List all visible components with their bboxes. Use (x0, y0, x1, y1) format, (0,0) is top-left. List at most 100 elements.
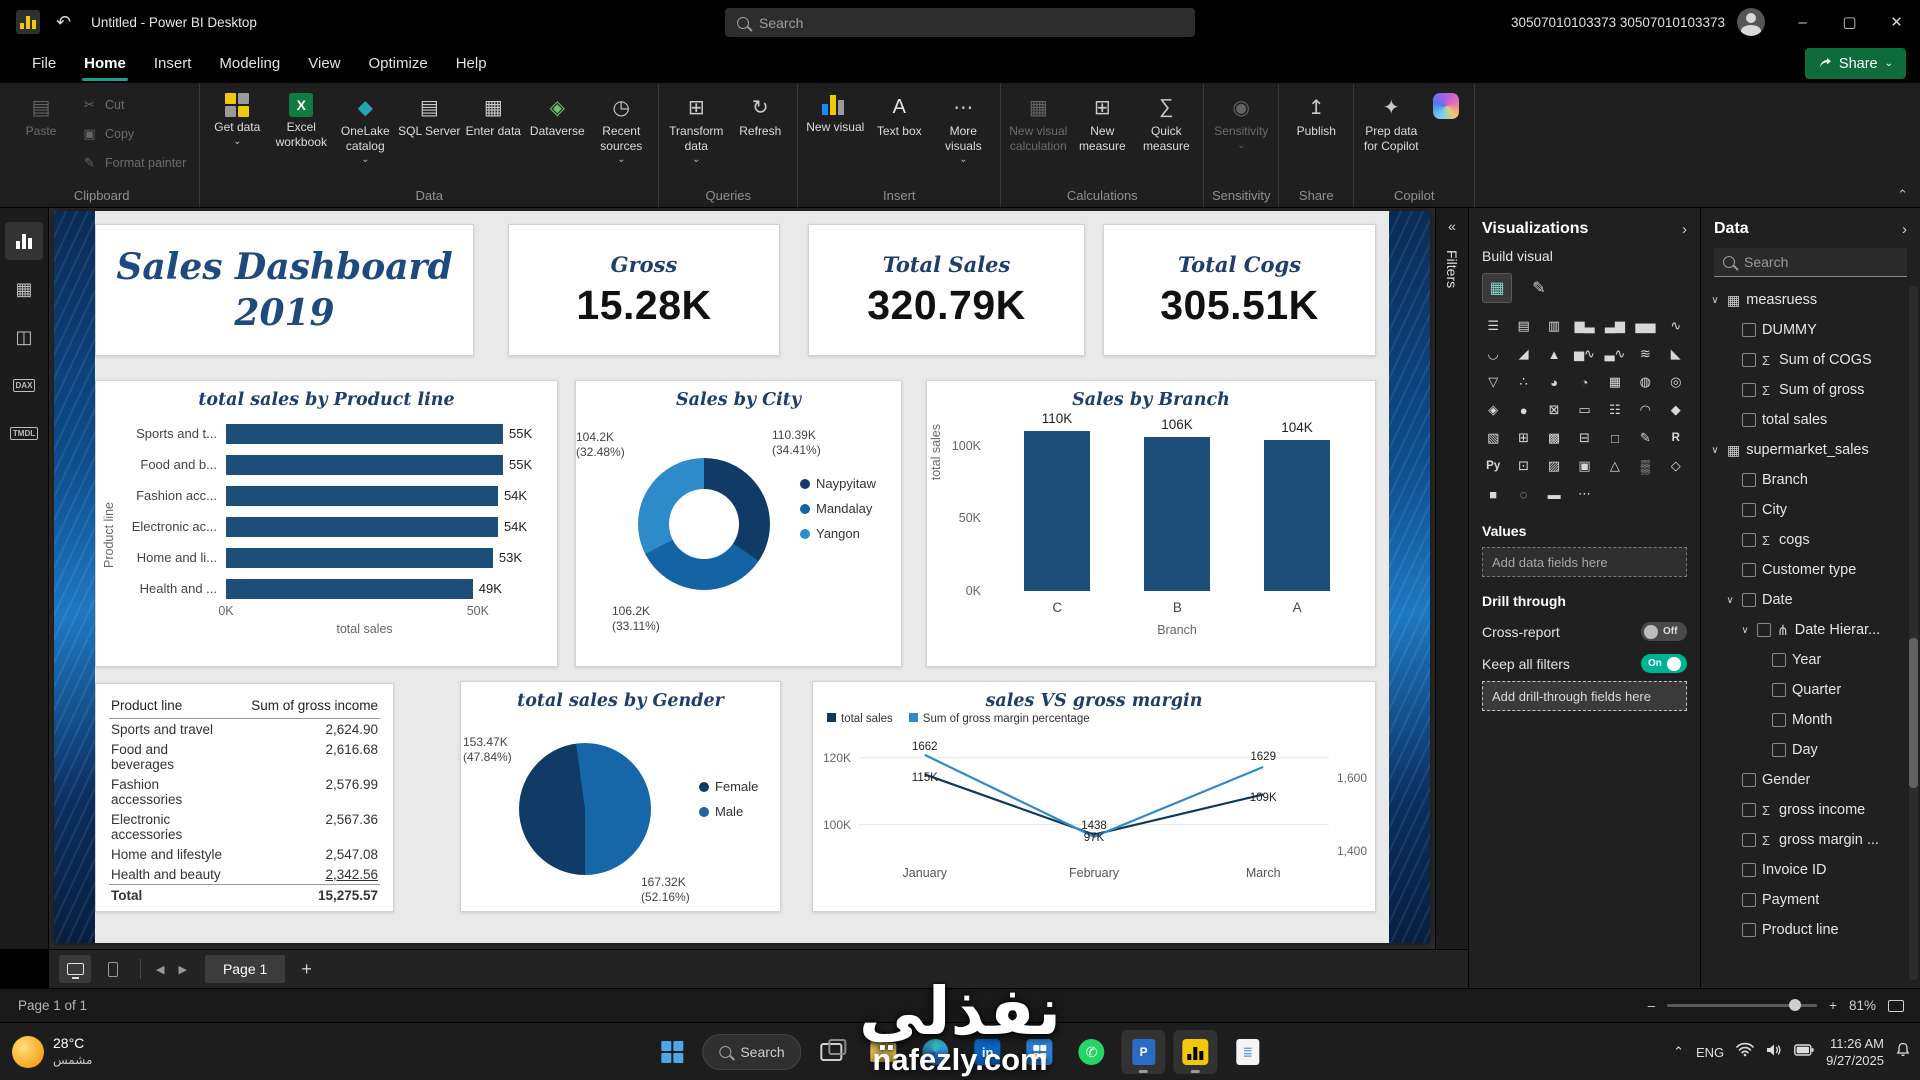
weather-widget[interactable]: 28°C مشمس (12, 1023, 92, 1080)
bar[interactable] (226, 516, 498, 537)
whatsapp-icon[interactable]: ✆ (1070, 1030, 1114, 1074)
hidden-icons-button[interactable]: ⌃ (1673, 1044, 1684, 1059)
field-row-total-sales[interactable]: total sales (1701, 405, 1920, 435)
field-row-branch[interactable]: Branch (1701, 465, 1920, 495)
visual-type-icon-33[interactable]: □ (1610, 430, 1619, 446)
field-checkbox[interactable] (1742, 773, 1756, 787)
powerbi-desktop-icon[interactable] (1173, 1030, 1218, 1074)
visual-type-icon-17[interactable]: ◕ (1550, 374, 1558, 390)
visual-type-icon-46[interactable]: ⋯ (1577, 486, 1591, 501)
field-checkbox[interactable] (1742, 893, 1756, 907)
visual-type-icon-4[interactable]: ▆▃ (1574, 318, 1595, 333)
minimize-button[interactable]: – (1798, 13, 1807, 31)
menu-item-file[interactable]: File (32, 55, 57, 72)
ribbon-button-cut[interactable]: ✂ Cut (73, 92, 194, 118)
volume-icon[interactable] (1766, 1043, 1782, 1062)
field-checkbox[interactable] (1742, 323, 1756, 337)
chart-total-sales-by-gender[interactable]: total sales by Gender 153.47K (47.84%) 167… (460, 681, 781, 912)
fit-to-page-button[interactable] (1888, 999, 1904, 1012)
menu-item-modeling[interactable]: Modeling (219, 55, 281, 72)
nav-table-view[interactable]: ▦ (5, 270, 43, 308)
ribbon-button-refresh[interactable]: ↻ Refresh (728, 86, 792, 178)
nav-report-view[interactable] (5, 222, 43, 260)
data-search-input[interactable]: Search (1714, 248, 1907, 277)
legend-item-male[interactable]: Male (699, 804, 758, 819)
maximize-button[interactable]: ▢ (1842, 14, 1857, 31)
visual-type-icon-6[interactable]: ▅▅ (1635, 318, 1656, 333)
visual-type-icon-34[interactable]: ✎ (1639, 430, 1651, 445)
ribbon-button-enter-data[interactable]: ▦ Enter data (461, 86, 525, 178)
field-checkbox[interactable] (1742, 803, 1756, 817)
visual-type-icon-23[interactable]: ● (1519, 402, 1528, 418)
clock[interactable]: 11:26 AM 9/27/2025 (1826, 1035, 1884, 1069)
field-row-quarter[interactable]: Quarter (1701, 675, 1920, 705)
menu-item-insert[interactable]: Insert (153, 55, 192, 72)
field-checkbox[interactable] (1742, 563, 1756, 577)
field-row-invoice-id[interactable]: Invoice ID (1701, 855, 1920, 885)
ribbon-button-sql-server[interactable]: ▤ SQL Server (397, 86, 461, 178)
nav-dax-query-view[interactable]: DAX (5, 366, 43, 404)
zoom-in-button[interactable]: + (1829, 998, 1837, 1013)
visual-type-icon-9[interactable]: ◢ (1518, 346, 1529, 361)
visual-type-icon-39[interactable]: ▣ (1578, 458, 1591, 473)
language-indicator[interactable]: ENG (1695, 1044, 1725, 1060)
visual-type-icon-24[interactable]: ⊠ (1548, 402, 1560, 417)
ribbon-button-recent-sources[interactable]: ◷ Recent sources ⌄ (589, 86, 653, 178)
chart-sales-by-city[interactable]: Sales by City 110.39K (34.41%) 106.2K (33.1… (575, 380, 902, 667)
ribbon-button-dataverse[interactable]: ◈ Dataverse (525, 86, 589, 178)
bar[interactable] (226, 485, 498, 506)
ribbon-button-excel-workbook[interactable]: X Excel workbook (269, 86, 333, 178)
field-row-product-line[interactable]: Product line (1701, 915, 1920, 945)
table-row[interactable]: Food and beverages 2,616.68 (109, 739, 380, 774)
visual-type-icon-38[interactable]: ▨ (1547, 458, 1561, 473)
close-button[interactable]: ✕ (1890, 14, 1903, 31)
field-row-measruess[interactable]: ∨ ▦ measruess (1701, 285, 1920, 315)
ribbon-button-paste[interactable]: ▤ Paste (9, 86, 73, 178)
zoom-slider-thumb[interactable] (1788, 999, 1801, 1011)
battery-icon[interactable] (1794, 1043, 1814, 1061)
ribbon-button-copy[interactable]: ▣ Copy (73, 121, 194, 147)
field-checkbox[interactable] (1742, 863, 1756, 877)
column-bar[interactable]: 106K (1144, 417, 1210, 591)
column-bar[interactable]: 110K (1024, 411, 1090, 591)
notepad-icon[interactable]: ≣ (1226, 1030, 1270, 1074)
visual-type-icon-37[interactable]: ⊡ (1518, 458, 1530, 473)
visual-type-icon-41[interactable]: ▒ (1640, 458, 1650, 474)
field-checkbox[interactable] (1742, 383, 1756, 397)
legend-item-mandalay[interactable]: Mandalay (800, 501, 876, 516)
visual-type-icon-25[interactable]: ▭ (1578, 402, 1591, 417)
legend-item-naypyitaw[interactable]: Naypyitaw (800, 476, 876, 491)
notifications-icon[interactable] (1896, 1042, 1910, 1062)
gross-income-table-card[interactable]: Product line Sum of gross income Sports an… (95, 683, 394, 912)
task-view-icon[interactable] (810, 1030, 854, 1074)
ribbon-button-sensitivity[interactable]: ◉ Sensitivity ⌄ (1209, 86, 1273, 178)
global-search-input[interactable]: Search (725, 8, 1195, 37)
chevron-down-icon[interactable]: ∨ (1726, 594, 1734, 606)
visual-type-icon-42[interactable]: ◇ (1670, 458, 1681, 473)
ribbon-button-prep-data-for-copilot[interactable]: ✦ Prep data for Copilot (1359, 86, 1423, 178)
chart-sales-vs-gross-margin[interactable]: sales VS gross margin total sales Sum of … (812, 681, 1376, 912)
taskbar-search[interactable]: Search (702, 1034, 802, 1070)
ribbon-button-more-visuals[interactable]: ⋯ More visuals ⌄ (931, 86, 995, 178)
chevron-down-icon[interactable]: ∨ (1741, 624, 1749, 636)
bar[interactable] (226, 547, 493, 568)
chevron-down-icon[interactable]: ∨ (1711, 294, 1719, 306)
ribbon-button-onelake-catalog[interactable]: ◆ OneLake catalog ⌄ (333, 86, 397, 178)
drill-through-field-well[interactable]: Add drill-through fields here (1482, 681, 1687, 711)
desktop-layout-button[interactable] (59, 955, 91, 983)
ribbon-button-quick-measure[interactable]: ∑ Quick measure (1134, 86, 1198, 178)
visual-type-icon-15[interactable]: ▽ (1488, 374, 1499, 389)
visual-type-icon-32[interactable]: ⊟ (1579, 430, 1590, 445)
visual-type-icon-2[interactable]: ▤ (1517, 318, 1530, 333)
field-checkbox[interactable] (1742, 533, 1756, 547)
ribbon-button-transform-data[interactable]: ⊞ Transform data ⌄ (664, 86, 728, 178)
visual-type-icon-12[interactable]: ▃∿ (1604, 346, 1626, 361)
legend-item-sum-of-gross-margin-percentage[interactable]: Sum of gross margin percentage (908, 713, 1090, 725)
menu-item-home[interactable]: Home (70, 44, 140, 83)
undo-button[interactable]: ↶ (56, 11, 72, 32)
visual-type-icon-29[interactable]: ▧ (1487, 430, 1500, 445)
collapse-visualizations-button[interactable]: › (1682, 220, 1687, 238)
field-checkbox[interactable] (1742, 593, 1756, 607)
